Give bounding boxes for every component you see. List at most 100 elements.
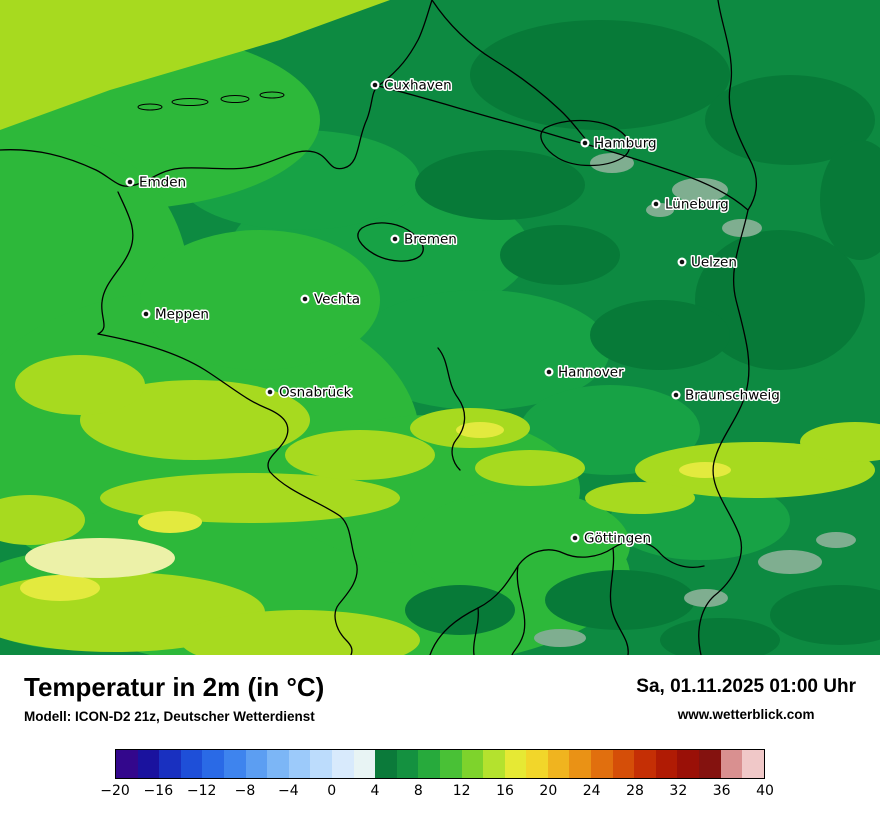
legend-color-segment xyxy=(720,749,743,778)
map-footer: Temperatur in 2m (in °C) Modell: ICON-D2… xyxy=(0,655,880,830)
city-marker: Osnabrück xyxy=(265,383,353,402)
legend-color-segment xyxy=(202,749,224,778)
northeast-border xyxy=(717,0,758,211)
southwest-border xyxy=(97,333,358,655)
city-label: Lüneburg xyxy=(665,197,729,213)
legend-color-segment xyxy=(180,749,203,778)
city-marker: Meppen xyxy=(141,305,210,324)
website-url: www.wetterblick.com xyxy=(677,707,815,722)
legend-color-segment xyxy=(569,749,592,778)
legend-color-segment xyxy=(591,749,613,778)
city-dot xyxy=(572,535,578,541)
city-label: Hamburg xyxy=(594,136,657,152)
city-marker: Lüneburg xyxy=(651,195,730,214)
legend-color-segment xyxy=(396,749,419,778)
south-border-3 xyxy=(609,547,629,655)
south-border-2 xyxy=(511,565,526,655)
city-marker: Göttingen xyxy=(570,529,653,548)
city-marker: Bremen xyxy=(390,230,458,249)
legend-color-segment xyxy=(159,749,181,778)
legend-tick-label: 4 xyxy=(370,782,380,799)
east-border xyxy=(698,209,750,655)
legend-color-segment xyxy=(267,749,289,778)
city-dot xyxy=(302,296,308,302)
elbe-north-bank xyxy=(431,0,589,143)
legend-tick-label: −8 xyxy=(234,782,256,799)
legend-tick-label: 24 xyxy=(582,782,601,799)
legend-color-segment xyxy=(310,749,332,778)
south-border-4 xyxy=(473,607,479,655)
legend-color-segment xyxy=(288,749,311,778)
legend-tick-label: −20 xyxy=(100,782,130,799)
city-label: Emden xyxy=(139,175,186,191)
temperature-map: Cuxhaven Hamburg Emden Lüneburg Bremen Uelzen… xyxy=(0,0,880,655)
legend-tick-label: 12 xyxy=(452,782,471,799)
city-label: Braunschweig xyxy=(685,388,780,404)
legend-color-segment xyxy=(137,749,160,778)
city-label: Hannover xyxy=(558,365,624,381)
legend-color-segment xyxy=(116,749,138,778)
city-dot xyxy=(679,259,685,265)
legend-tick-label: 32 xyxy=(669,782,688,799)
temperature-shading xyxy=(0,0,880,655)
legend-color-segment xyxy=(526,749,548,778)
legend-tick-label: 40 xyxy=(756,782,774,799)
city-marker: Vechta xyxy=(300,290,362,309)
city-marker: Braunschweig xyxy=(671,386,781,405)
city-label: Vechta xyxy=(314,292,360,308)
legend-color-segment xyxy=(353,749,376,778)
legend-color-segment xyxy=(655,749,678,778)
city-label: Meppen xyxy=(155,307,209,323)
elbe-west-bank xyxy=(377,0,433,87)
forecast-datetime: Sa, 01.11.2025 01:00 Uhr xyxy=(636,676,856,697)
city-marker: Uelzen xyxy=(677,253,738,272)
city-marker: Hamburg xyxy=(580,134,658,153)
legend-color-segment xyxy=(245,749,268,778)
datetime-block: Sa, 01.11.2025 01:00 Uhr www.wetterblick… xyxy=(636,673,856,722)
city-dot xyxy=(267,389,273,395)
city-label: Cuxhaven xyxy=(384,78,452,94)
legend-color-segment xyxy=(375,749,397,778)
legend-color-segment xyxy=(418,749,440,778)
model-info: Modell: ICON-D2 21z, Deutscher Wetterdie… xyxy=(24,708,315,724)
city-marker: Hannover xyxy=(544,363,626,382)
city-label: Osnabrück xyxy=(279,385,352,401)
city-dot xyxy=(653,201,659,207)
legend-tick-label: 16 xyxy=(496,782,514,799)
legend-tick-label: −4 xyxy=(278,782,299,799)
legend-tick-label: 20 xyxy=(539,782,558,799)
city-marker: Cuxhaven xyxy=(370,76,453,95)
city-dot xyxy=(673,392,679,398)
legend-color-segment xyxy=(634,749,656,778)
legend-colorbar xyxy=(115,748,765,779)
map-title: Temperatur in 2m (in °C) xyxy=(24,672,325,702)
legend-tick-label: −16 xyxy=(143,782,174,799)
city-label: Bremen xyxy=(404,232,457,248)
city-label: Uelzen xyxy=(691,255,737,271)
legend-color-segment xyxy=(331,749,354,778)
legend-tick-labels: −20 −16 −12 −8 −4 0 4 8 12 16 20 24 28 32 36 40 xyxy=(100,782,774,803)
coastline xyxy=(0,85,379,187)
border-lines xyxy=(0,0,758,655)
city-dot xyxy=(127,179,133,185)
legend-tick-label: 36 xyxy=(712,782,731,799)
city-layer: Cuxhaven Hamburg Emden Lüneburg Bremen Uelzen… xyxy=(125,76,781,548)
bremen-enclave xyxy=(357,222,424,262)
island-outlines xyxy=(137,91,285,111)
legend-color-segment xyxy=(483,749,505,778)
map-canvas: Cuxhaven Hamburg Emden Lüneburg Bremen Uelzen… xyxy=(0,0,880,655)
legend-color-segment xyxy=(504,749,527,778)
hamburg-enclave xyxy=(540,119,631,167)
footer-header-row: Temperatur in 2m (in °C) Modell: ICON-D2… xyxy=(24,673,856,724)
legend-color-segment xyxy=(612,749,635,778)
legend-color-segment xyxy=(547,749,570,778)
legend-color-segment xyxy=(439,749,462,778)
legend-color-segment xyxy=(461,749,484,778)
legend-color-segment xyxy=(677,749,700,778)
legend-tick-label: 8 xyxy=(413,782,423,799)
weser-hills-border xyxy=(437,347,466,471)
legend-tick-label: −12 xyxy=(186,782,217,799)
city-dot xyxy=(546,369,552,375)
city-dot xyxy=(143,311,149,317)
